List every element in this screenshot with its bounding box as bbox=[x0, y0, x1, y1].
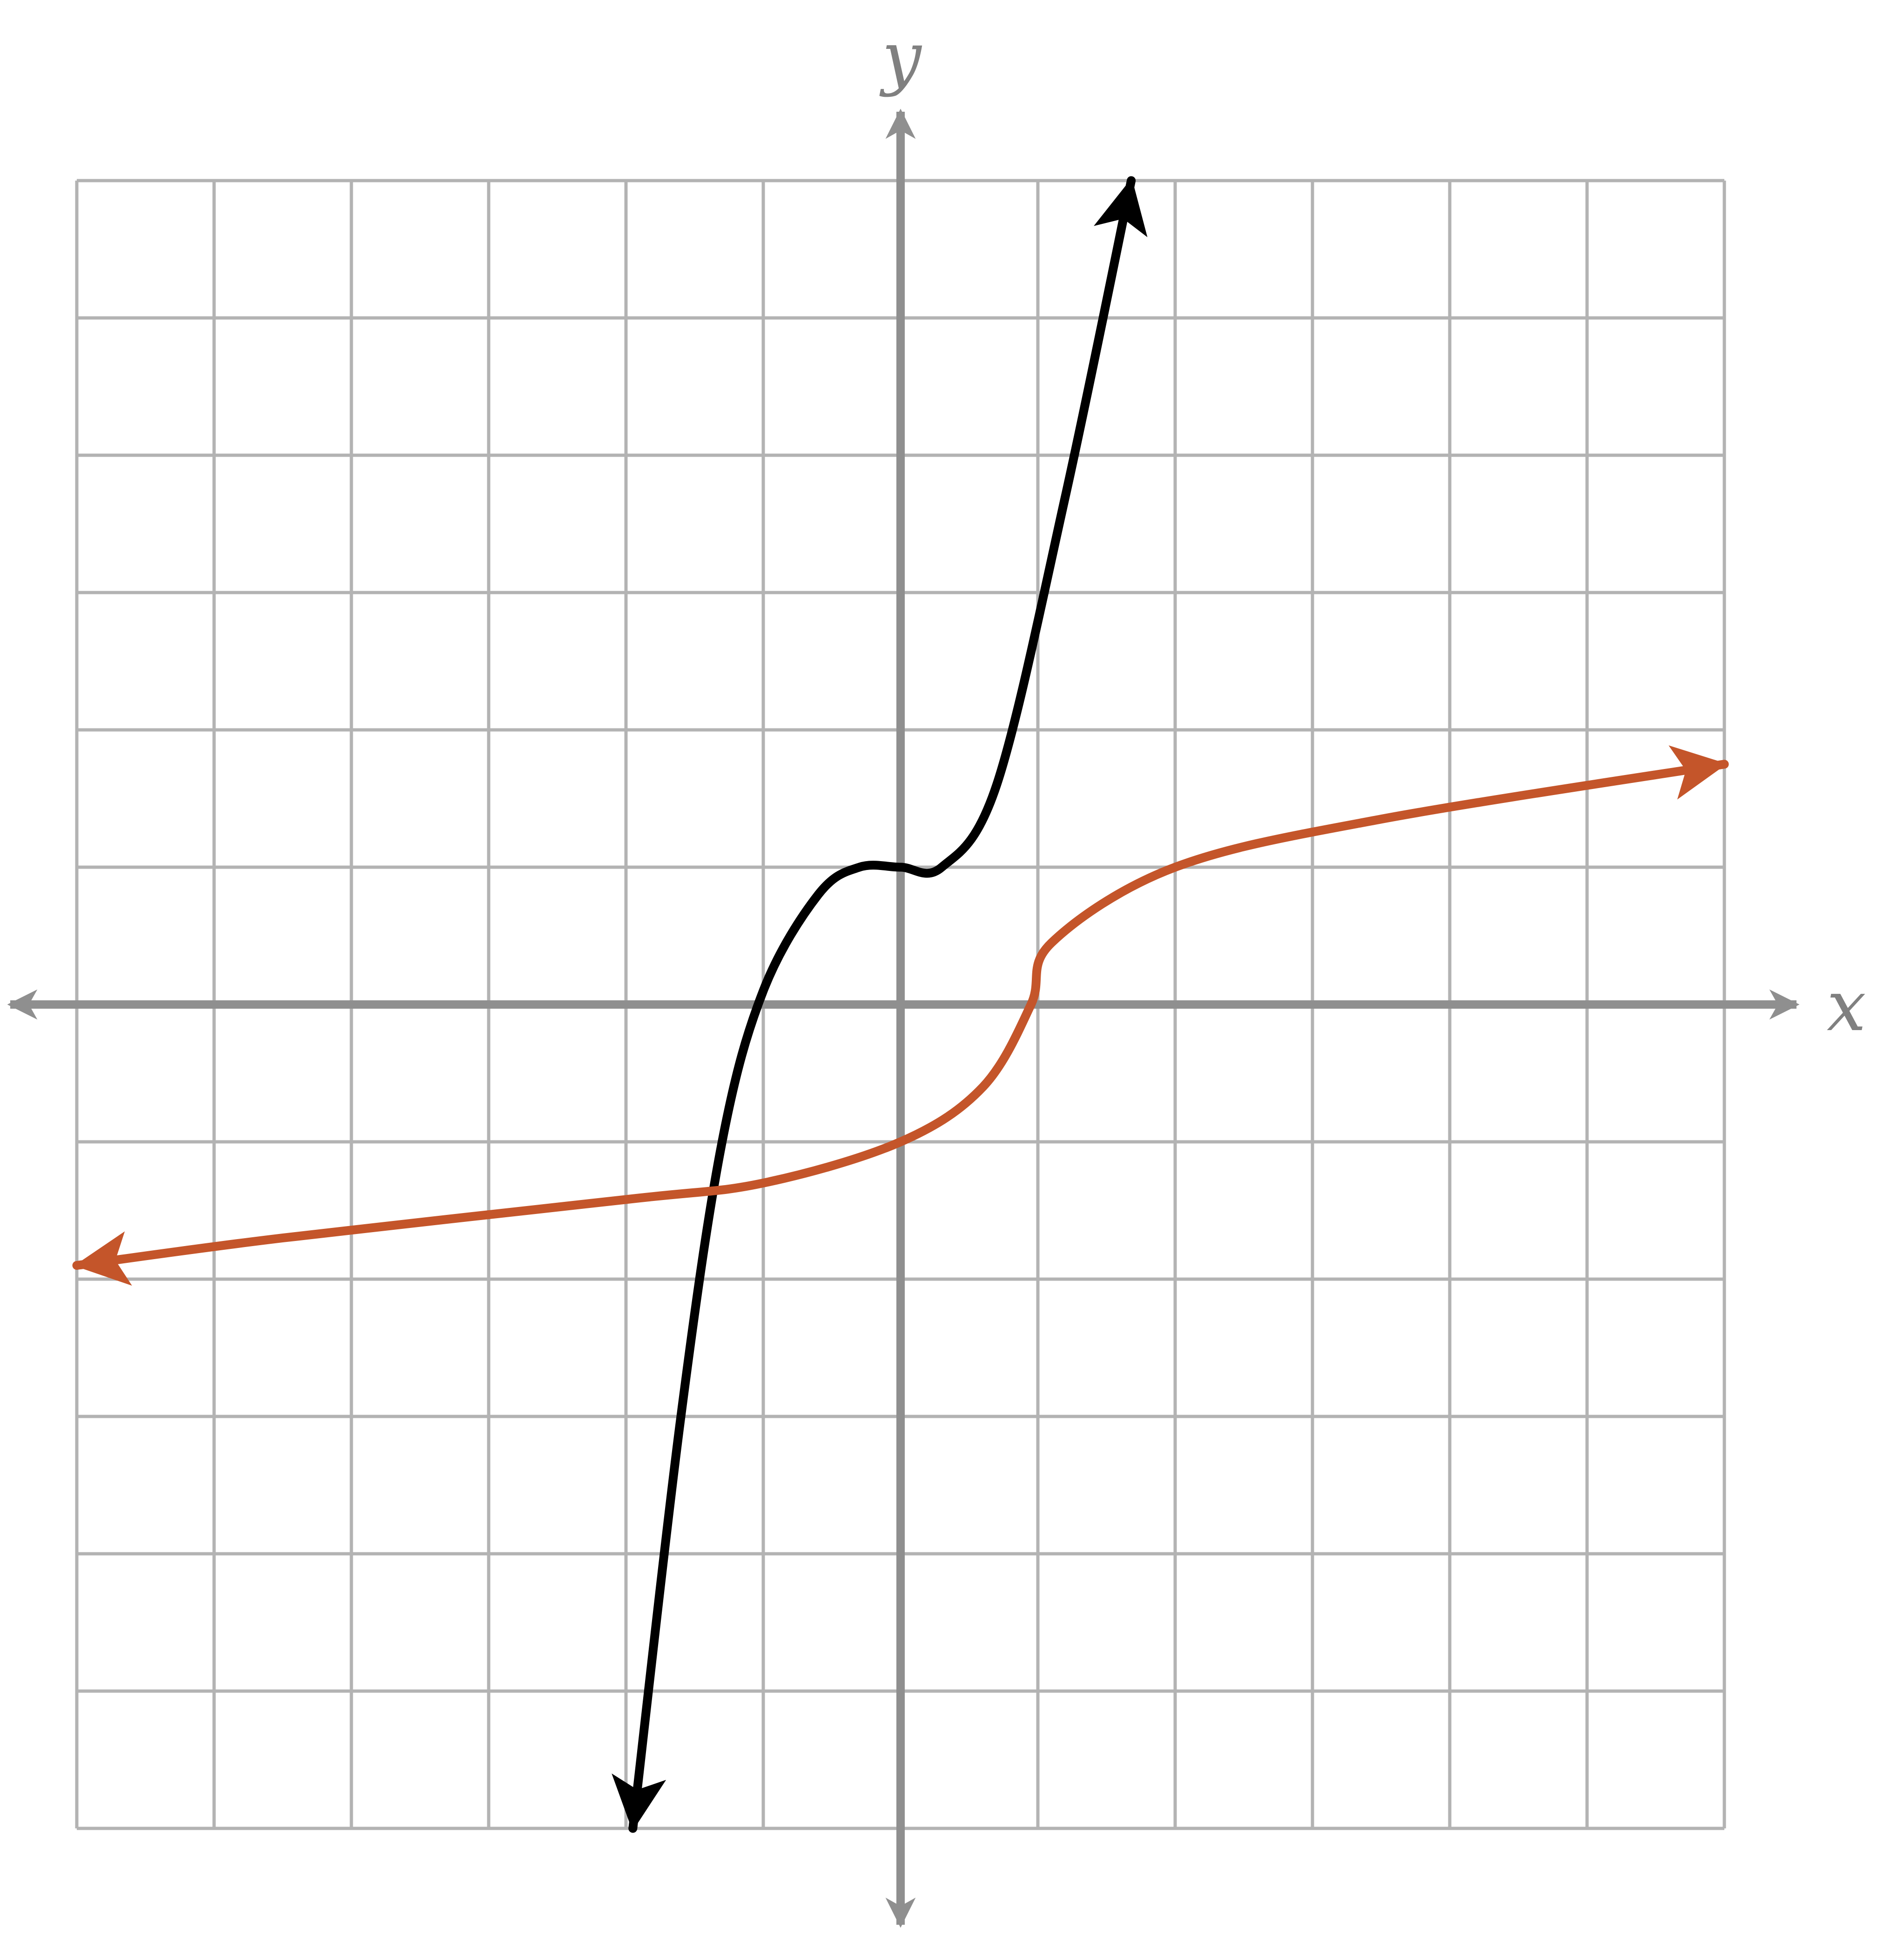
series-line-orange bbox=[72, 745, 1729, 1286]
x-axis-label: x bbox=[1827, 966, 1866, 1047]
y-axis-label: y bbox=[879, 17, 922, 98]
series-layer bbox=[72, 176, 1729, 1833]
